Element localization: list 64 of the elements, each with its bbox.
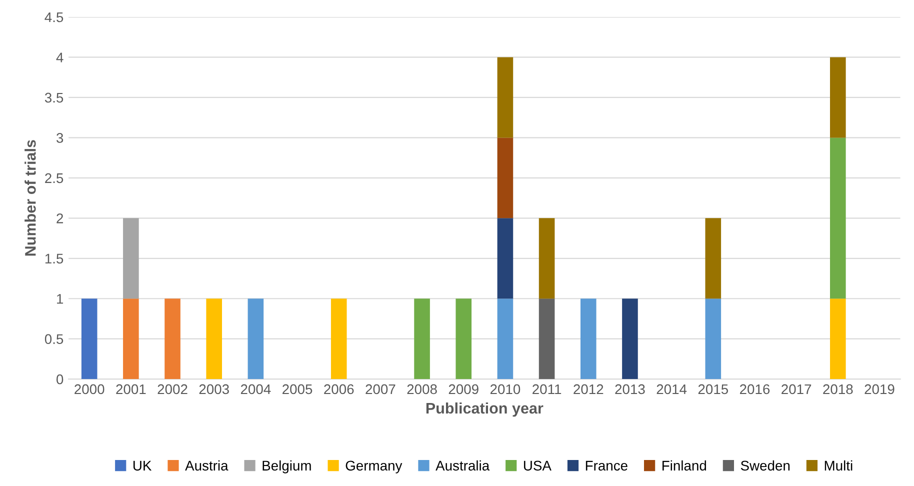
y-tick-label: 2 — [56, 213, 63, 224]
bar — [497, 298, 514, 380]
bar — [830, 298, 846, 380]
legend-label: Belgium — [262, 460, 311, 474]
legend-label: Sweden — [740, 460, 790, 471]
bar — [123, 298, 139, 380]
x-tick-label: 2004 — [240, 384, 271, 394]
bar — [248, 298, 264, 380]
bar — [330, 298, 347, 380]
legend-label: Germany — [346, 460, 402, 474]
bar — [705, 218, 722, 299]
x-tick-label: 2015 — [698, 384, 728, 394]
legend-label: Finland — [662, 460, 706, 471]
y-tick-label: 1.5 — [45, 254, 64, 264]
bar — [497, 57, 514, 138]
y-tick-label: 3.5 — [44, 92, 64, 103]
x-tick-label: 2013 — [615, 384, 645, 394]
x-tick-label: 2001 — [116, 384, 146, 394]
bar — [497, 218, 514, 299]
legend-label: USA — [524, 460, 552, 471]
y-tick-label: 3 — [56, 133, 64, 143]
legend-label: France — [586, 460, 628, 471]
bar — [81, 298, 98, 380]
x-axis-title: Publication year — [426, 402, 544, 417]
x-tick-label: 2009 — [448, 384, 478, 394]
x-tick-label: 2005 — [282, 384, 312, 394]
bar — [622, 298, 638, 380]
bar — [830, 138, 846, 299]
bar — [164, 298, 180, 380]
x-tick-label: 2003 — [199, 384, 229, 394]
x-tick-label: 2019 — [864, 384, 894, 394]
legend-label: UK — [133, 460, 152, 471]
x-tick-label: 2012 — [574, 384, 604, 394]
y-tick-label: 0 — [56, 374, 64, 384]
y-tick-label: 4.5 — [44, 12, 64, 22]
y-axis-title: Number of trials — [24, 140, 36, 256]
bar — [830, 57, 846, 138]
y-tick-label: 1 — [57, 294, 64, 304]
bar — [414, 298, 430, 380]
bar — [456, 298, 472, 380]
x-tick-label: 2014 — [656, 384, 687, 394]
legend-label: Australia — [436, 460, 490, 471]
bar — [705, 298, 722, 380]
y-tick-label: 4 — [56, 52, 64, 62]
legend-label: Multi — [824, 460, 852, 471]
bar — [123, 218, 139, 299]
x-tick-label: 2011 — [532, 384, 562, 394]
x-tick-label: 2008 — [407, 384, 437, 394]
bar — [497, 138, 514, 218]
x-tick-label: 2000 — [74, 384, 104, 394]
x-tick-label: 2010 — [490, 384, 520, 394]
x-tick-label: 2017 — [782, 384, 812, 394]
y-tick-label: 2.5 — [45, 173, 64, 184]
x-tick-label: 2007 — [366, 384, 396, 394]
bar — [580, 298, 596, 380]
legend-label: Austria — [185, 460, 228, 471]
bar — [538, 298, 555, 380]
bar — [538, 218, 555, 299]
x-tick-label: 2016 — [740, 384, 770, 394]
x-tick-label: 2002 — [158, 384, 188, 394]
x-tick-label: 2006 — [324, 384, 354, 394]
x-tick-label: 2018 — [823, 384, 853, 394]
y-tick-label: 0.5 — [44, 334, 64, 344]
bar — [206, 298, 222, 380]
